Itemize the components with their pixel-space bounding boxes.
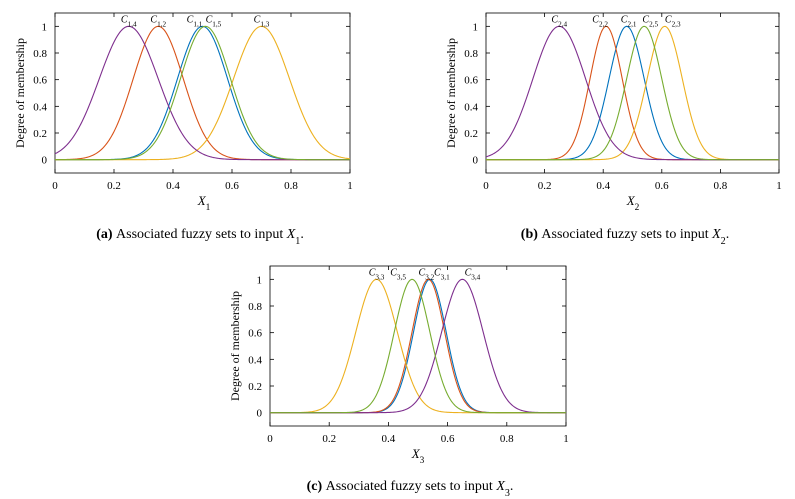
series-line-C3-4 [270,278,566,414]
x-tick-label: 0.2 [538,180,552,192]
x-axis-label: X2 [626,193,640,213]
series-label-C2-3: C2,3 [665,14,681,28]
y-tick-label: 0.2 [248,381,262,393]
series-label-C1-2: C1,2 [150,14,166,28]
x-tick-label: 0 [483,180,489,192]
x-axis-label: X1 [197,193,211,213]
series-label-C3-2: C3,2 [419,267,435,281]
y-axis-label: Degree of membership [228,291,242,401]
plot-area [485,12,780,174]
y-tick-label: 0.6 [33,75,47,87]
y-axis-label: Degree of membership [444,38,458,148]
series-label-C3-4: C3,4 [465,267,481,281]
x-tick-label: 1 [347,180,353,192]
series-line-C2-4 [485,25,779,161]
x-tick-label: 0.8 [284,180,298,192]
y-tick-label: 0.2 [33,128,47,140]
x-tick-label: 0.6 [441,433,455,445]
x-tick-label: 0.2 [322,433,336,445]
y-tick-label: 0.6 [464,75,478,87]
series-line-C1-1 [55,25,350,161]
y-tick-label: 0.8 [33,48,47,60]
y-tick-label: 0.2 [464,128,478,140]
series-label-C2-1: C2,1 [621,14,637,28]
x-tick-label: 1 [776,180,782,192]
series-line-C2-1 [486,25,779,161]
y-axis-label: Degree of membership [13,38,27,148]
series-line-C1-5 [55,25,350,161]
chart-panel-c: 0 0.2 0.4 0.6 0.8 1 0 0.2 0.4 0.6 0.8 1 Degree of me… [228,265,569,466]
series-line-C3-5 [270,278,566,414]
y-tick-label: 0.4 [248,354,262,366]
series-label-C1-5: C1,5 [206,14,222,28]
series-label-C2-4: C2,4 [551,14,567,28]
series-line-C3-1 [270,278,566,414]
y-tick-label: 0 [473,155,479,167]
x-axis-label: X3 [411,446,425,466]
series-label-C1-4: C1,4 [121,14,137,28]
y-tick-label: 0 [257,408,263,420]
series-line-C3-2 [270,278,566,414]
x-tick-label: 1 [563,433,569,445]
y-tick-label: 1 [473,21,479,33]
x-tick-label: 0.2 [107,180,121,192]
series-label-C2-2: C2,2 [592,14,608,28]
y-tick-label: 0 [42,155,48,167]
x-tick-label: 0.6 [655,180,669,192]
series-line-C3-3 [270,278,566,414]
y-tick-label: 1 [257,274,263,286]
series-line-C2-3 [486,25,779,161]
x-tick-label: 0.6 [225,180,239,192]
x-tick-label: 0.4 [596,180,610,192]
series-label-C3-1: C3,1 [434,267,450,281]
x-tick-label: 0.8 [714,180,728,192]
x-tick-label: 0 [52,180,58,192]
x-tick-label: 0.4 [166,180,180,192]
series-line-C1-2 [54,25,350,161]
figure-caption: (b) Associated fuzzy sets to input X2. [521,227,729,247]
figure-caption: (a) Associated fuzzy sets to input X1. [96,227,304,247]
series-line-C2-5 [486,25,779,161]
x-tick-label: 0.8 [500,433,514,445]
series-label-C3-5: C3,5 [390,267,406,281]
y-tick-label: 0.8 [464,48,478,60]
series-label-C1-3: C1,3 [254,14,270,28]
x-tick-label: 0 [267,433,273,445]
series-label-C1-1: C1,1 [187,14,203,28]
y-tick-label: 0.4 [464,101,478,113]
series-label-C3-3: C3,3 [369,267,385,281]
series-line-C1-3 [55,25,351,161]
figure-caption: (c) Associated fuzzy sets to input X3. [307,479,514,499]
plot-area [54,12,351,174]
x-tick-label: 0.4 [382,433,396,445]
series-line-C2-2 [486,25,779,161]
y-tick-label: 0.8 [248,301,262,313]
chart-panel-b: 0 0.2 0.4 0.6 0.8 1 0 0.2 0.4 0.6 0.8 1 Degree of me… [444,12,782,213]
y-tick-label: 1 [42,21,48,33]
y-tick-label: 0.6 [248,328,262,340]
chart-panel-a: 0 0.2 0.4 0.6 0.8 1 0 0.2 0.4 0.6 0.8 1 Degree of me… [13,12,353,213]
plot-area [269,265,567,427]
series-line-C1-4 [54,25,350,161]
y-tick-label: 0.4 [33,101,47,113]
series-label-C2-5: C2,5 [642,14,658,28]
